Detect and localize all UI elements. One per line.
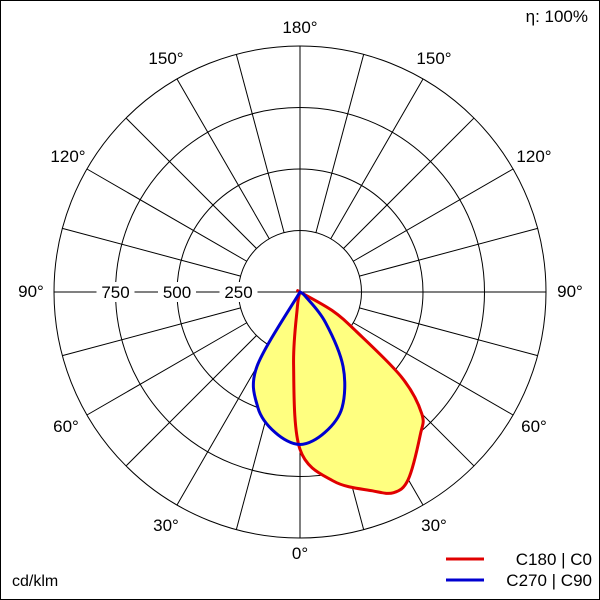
grid-spoke (353, 168, 514, 262)
series-line-2 (251, 290, 347, 446)
grid-spoke (359, 227, 538, 277)
angle-label-bottom: 0° (292, 544, 308, 563)
grid-spoke (343, 117, 475, 249)
radial-tick-label: 250 (224, 283, 252, 302)
grid-spoke (235, 54, 285, 233)
angle-label-left: 90° (18, 282, 44, 301)
grid-spoke (315, 54, 365, 233)
efficiency-label: η: 100% (526, 7, 588, 26)
radial-tick-bg (219, 282, 258, 302)
legend-label-1: C180 | C0 (516, 550, 592, 569)
radial-tick-label: 750 (101, 283, 129, 302)
angle-label-top: 180° (282, 18, 317, 37)
radial-tick-label: 500 (163, 283, 191, 302)
angle-label-bg (548, 282, 592, 302)
series-line-1 (292, 289, 425, 495)
grid-spoke (176, 78, 270, 239)
angle-label-lower-right: 30° (421, 516, 447, 535)
radial-tick-labels: 250 500 750 (9, 282, 592, 302)
series-lines (251, 289, 425, 495)
grid-spoke (125, 117, 257, 249)
radial-tick-bg (158, 282, 196, 302)
angle-labels: 180° 150° 150° 120° 120° 90° 90° 60° 60°… (18, 18, 583, 563)
angle-label-bg (9, 282, 53, 302)
grid-ring (53, 45, 547, 539)
grid-spoke (353, 322, 514, 416)
angle-label-mid-upper-right: 120° (516, 147, 551, 166)
legend-label-2: C270 | C90 (506, 571, 592, 590)
series-fill-2 (253, 292, 345, 445)
angle-label-mid-lower-left: 60° (53, 417, 79, 436)
grid-spoke (86, 322, 247, 416)
series-fills (253, 290, 424, 494)
legend: C180 | C0 C270 | C90 (446, 550, 592, 590)
unit-label: cd/klm (12, 573, 58, 590)
grid-spoke (62, 227, 241, 277)
grid-spoke (125, 335, 257, 467)
radial-tick-bg (96, 282, 135, 302)
angle-label-right: 90° (557, 282, 583, 301)
angle-label-lower-left: 30° (153, 516, 179, 535)
grid-spoke (62, 307, 241, 357)
angle-label-upper-left: 150° (148, 49, 183, 68)
angle-label-mid-upper-left: 120° (50, 147, 85, 166)
grid-spoke (359, 307, 538, 357)
angle-label-upper-right: 150° (416, 49, 451, 68)
grid-spoke (86, 168, 247, 262)
grid-spoke (330, 78, 424, 239)
angle-label-mid-lower-right: 60° (521, 417, 547, 436)
